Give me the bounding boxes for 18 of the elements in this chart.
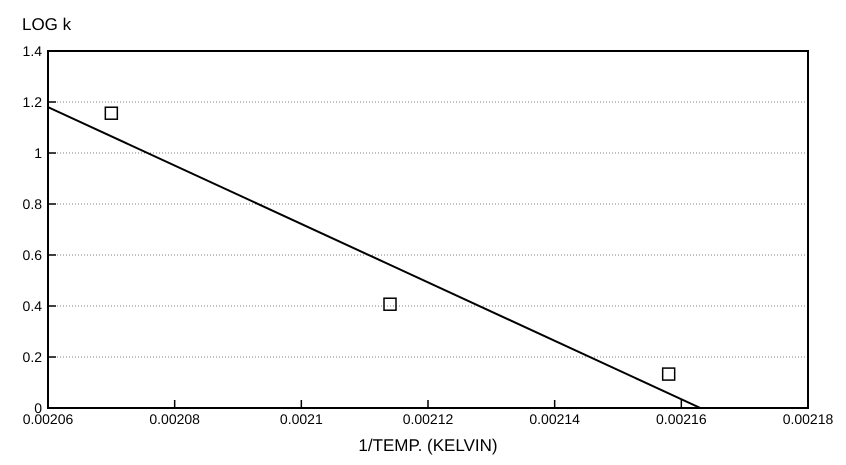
- x-tick-label: 0.00212: [402, 411, 454, 427]
- x-tick-label: 0.00218: [782, 411, 834, 427]
- point: [104, 106, 118, 120]
- point: [662, 367, 676, 381]
- point: [383, 297, 397, 311]
- y-tick-label: 0.6: [22, 247, 42, 263]
- y-tick-label: 0.2: [22, 349, 42, 365]
- x-tick-label: 0.00216: [656, 411, 707, 427]
- x-tick-label: 0.00214: [529, 411, 580, 427]
- y-tick-label: 1: [34, 145, 42, 161]
- y-tick-label: 1.4: [22, 43, 42, 59]
- y-tick-label: 0.8: [22, 196, 42, 212]
- x-axis-title: 1/TEMP. (KELVIN): [358, 436, 498, 455]
- x-tick-label: 0.0021: [280, 411, 323, 427]
- x-tick-label: 0.00208: [149, 411, 200, 427]
- y-tick-label: 0.4: [22, 298, 42, 314]
- y-axis-title: LOG k: [22, 15, 72, 34]
- y-tick-label: 1.2: [22, 94, 42, 110]
